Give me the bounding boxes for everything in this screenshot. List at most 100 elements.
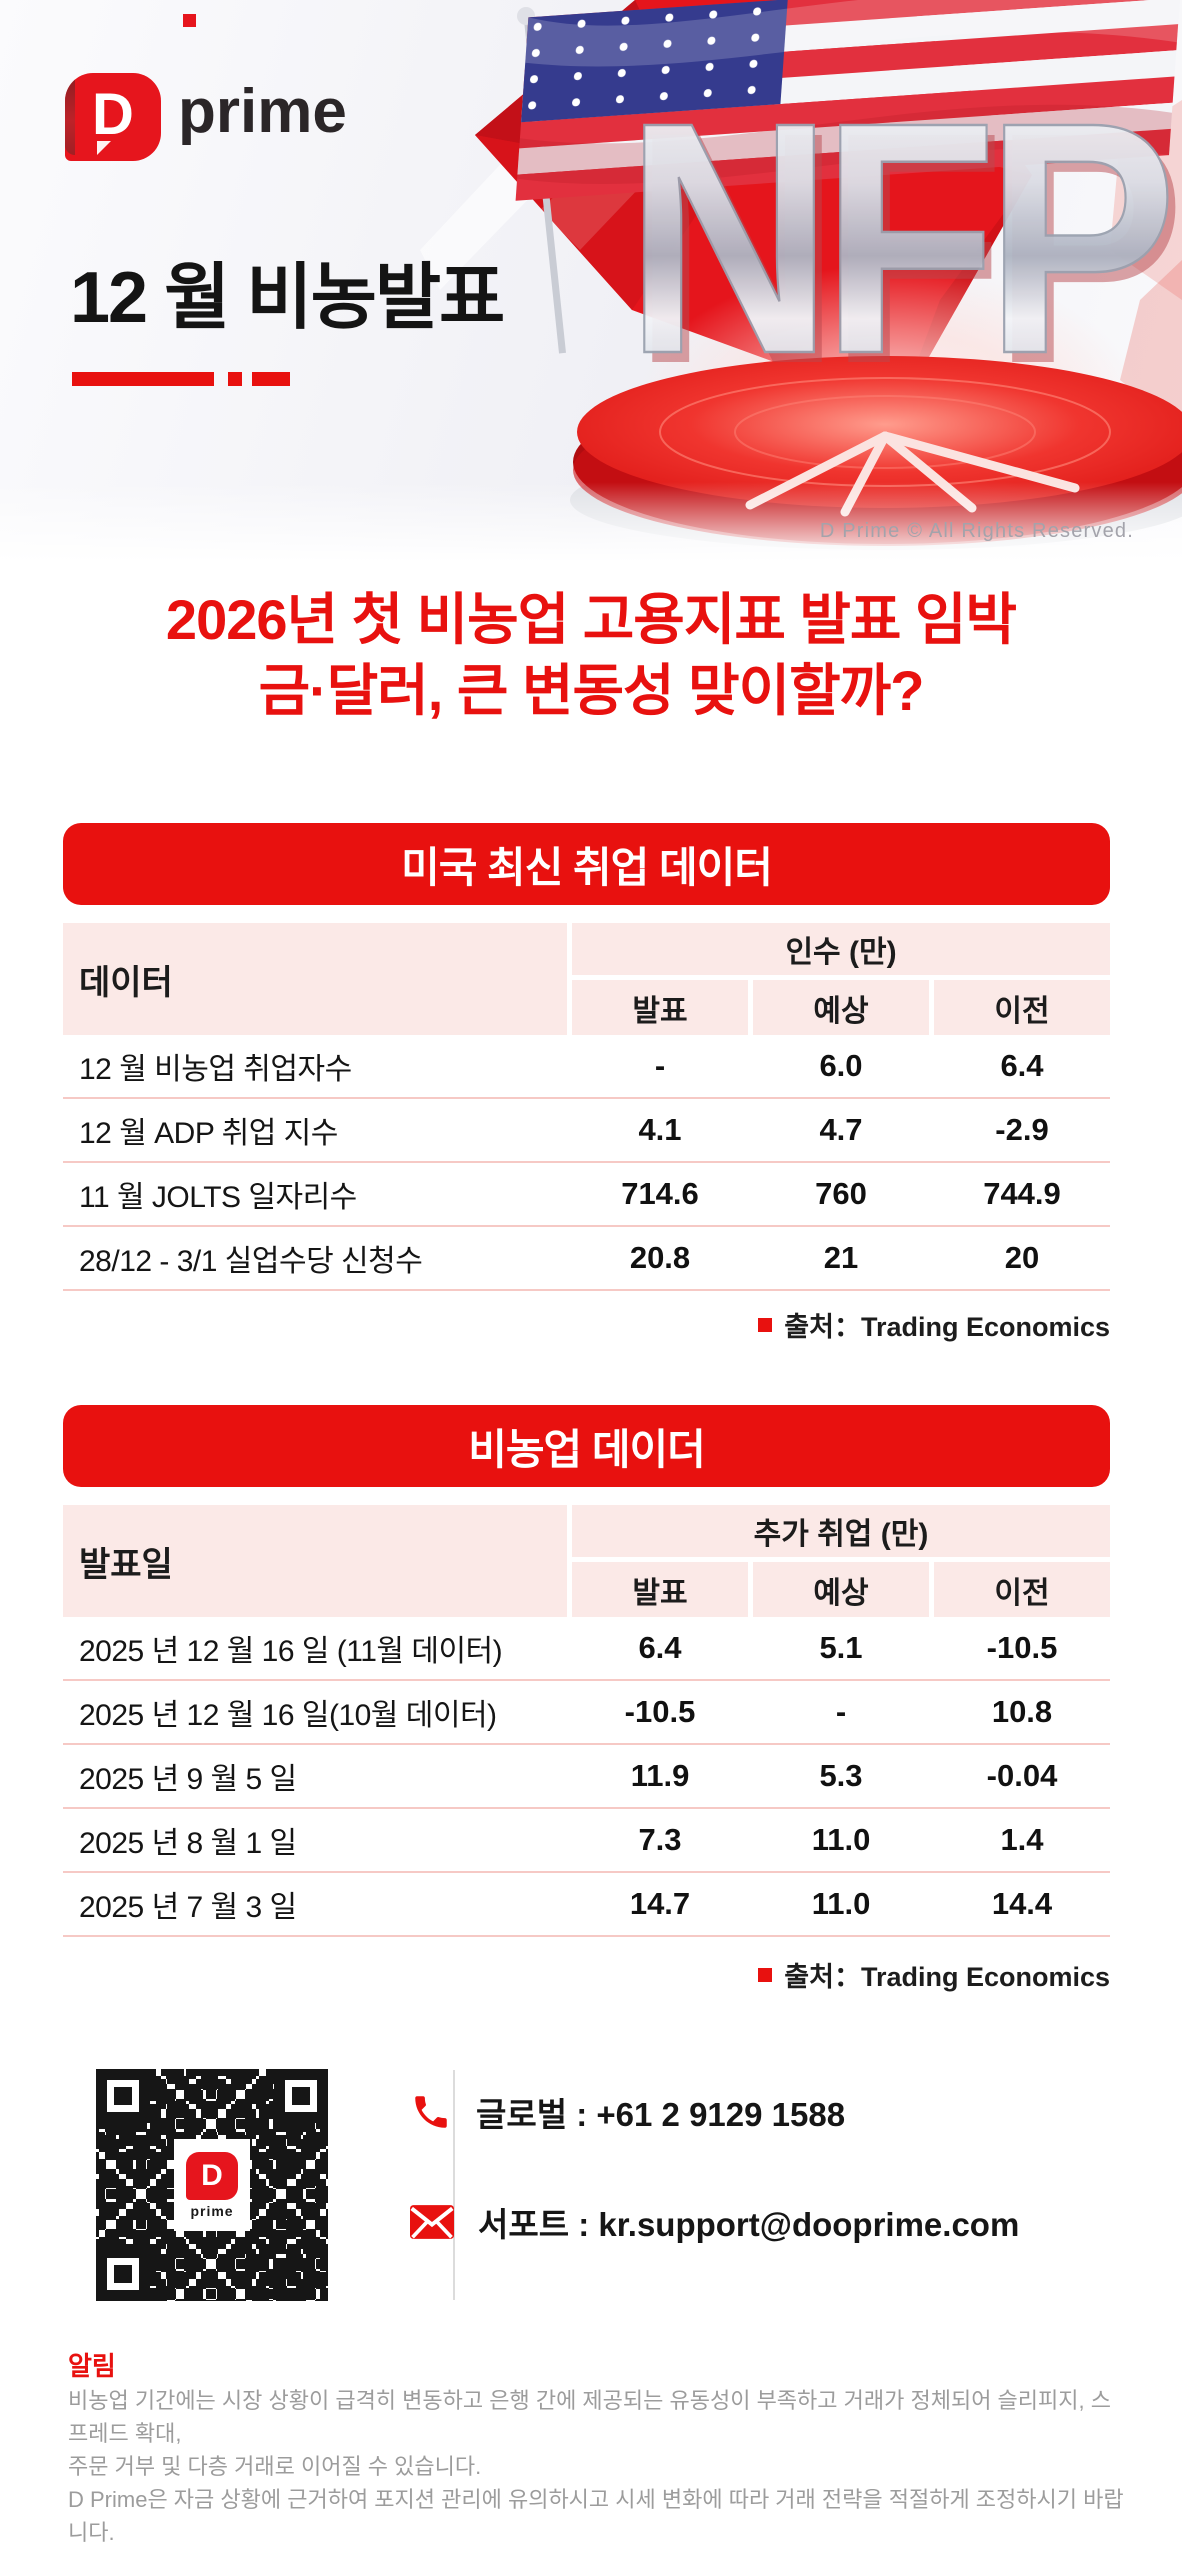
- nfp-text-shadow: NFP: [633, 63, 1178, 432]
- title-underline: [72, 372, 290, 386]
- phone-icon: [410, 2091, 452, 2133]
- qr-code: D prime: [92, 2065, 332, 2305]
- row-label: 12 월 ADP 취업 지수: [79, 1117, 338, 1150]
- table1-header: 데이터 인수 (만) 발표 예상 이전: [63, 923, 1110, 1035]
- cell-value: -10.5: [986, 1630, 1058, 1665]
- cell-value: 6.0: [819, 1048, 863, 1083]
- us-flag: [515, 0, 1182, 201]
- table2-col-forecast: 예상: [753, 1562, 929, 1617]
- cell-value: 4.7: [819, 1112, 863, 1147]
- cell-value: 7.3: [638, 1822, 682, 1857]
- hero-header: NFP NFP D Prime © All Rights Reserved.: [0, 0, 1182, 562]
- row-label: 2025 년 12 월 16 일(10월 데이터): [79, 1699, 497, 1732]
- cell-value: 714.6: [621, 1176, 699, 1211]
- cell-value: -10.5: [624, 1694, 696, 1729]
- phone-contact[interactable]: 글로벌 : +61 2 9129 1588: [410, 2088, 845, 2136]
- row-label: 11 월 JOLTS 일자리수: [79, 1181, 357, 1214]
- table-row: 2025 년 12 월 16 일(10월 데이터) -10.5 - 10.8: [63, 1681, 1110, 1745]
- phone-number[interactable]: 글로벌 : +61 2 9129 1588: [476, 2096, 846, 2133]
- cell-value: 11.0: [811, 1886, 871, 1921]
- cell-value: -2.9: [995, 1112, 1049, 1147]
- cell-value: 5.1: [819, 1630, 863, 1665]
- source-text: 출처：Trading Economics: [784, 1962, 1110, 1992]
- notice-line: D Prime은 자금 상황에 근거하여 포지션 관리에 유의하시고 시세 변화…: [68, 2487, 1124, 2545]
- source-text: 출처：Trading Economics: [784, 1312, 1110, 1342]
- notice-title: 알림: [68, 2351, 116, 2381]
- headline-line2: 금·달러, 큰 변동성 맞이할까?: [258, 659, 925, 722]
- dprime-logo: D prime: [65, 73, 347, 161]
- cell-value: -: [654, 1048, 666, 1083]
- table1-col-released: 발표: [572, 980, 748, 1035]
- underline-bar: [252, 372, 290, 386]
- table-row: 28/12 - 3/1 실업수당 신청수 20.8 21 20: [63, 1227, 1110, 1291]
- section-title-us-employment: 미국 최신 취업 데이터: [63, 823, 1110, 905]
- source-bullet-icon: [758, 1967, 773, 1982]
- logo-wordmark: prime: [178, 77, 347, 146]
- nfp-text: NFP: [625, 53, 1170, 422]
- row-label: 2025 년 12 월 16 일 (11월 데이터): [79, 1635, 503, 1668]
- notice-line: 주문 거부 및 다층 거래로 이어질 수 있습니다.: [68, 2454, 482, 2479]
- row-label: 28/12 - 3/1 실업수당 신청수: [79, 1245, 423, 1278]
- qr-logo-text: prime: [190, 2202, 234, 2219]
- cell-value: 4.1: [638, 1112, 682, 1147]
- cell-value: 6.4: [638, 1630, 682, 1665]
- notice-line: 비농업 기간에는 시장 상황이 급격히 변동하고 은행 간에 제공되는 유동성이…: [68, 2388, 1111, 2446]
- row-label: 2025 년 8 월 1 일: [79, 1827, 297, 1860]
- source-note: 출처：Trading Economics: [758, 1305, 1110, 1344]
- cell-value: 10.8: [991, 1694, 1053, 1729]
- cell-value: 5.3: [819, 1758, 863, 1793]
- source-note: 출처：Trading Economics: [758, 1955, 1110, 1994]
- table2-header: 발표일 추가 취업 (만) 발표 예상 이전: [63, 1505, 1110, 1617]
- qr-finder-icon: [96, 2247, 150, 2301]
- headline-line1: 2026년 첫 비농업 고용지표 발표 임박: [165, 588, 1017, 651]
- copyright-text: D Prime © All Rights Reserved.: [819, 520, 1134, 542]
- red-headline: 2026년 첫 비농업 고용지표 발표 임박 금·달러, 큰 변동성 맞이할까?: [0, 584, 1182, 726]
- underline-square: [228, 372, 242, 386]
- table1-group-header: 인수 (만): [572, 923, 1110, 975]
- qr-finder-icon: [274, 2069, 328, 2123]
- qr-finder-icon: [96, 2069, 150, 2123]
- section-title-nfp-data: 비농업 데이더: [63, 1405, 1110, 1487]
- table2-row-header: 발표일: [63, 1505, 567, 1617]
- email-contact[interactable]: 서포트 : kr.support@dooprime.com: [410, 2198, 1019, 2246]
- cell-value: 6.4: [1000, 1048, 1044, 1083]
- row-label: 2025 년 9 월 5 일: [79, 1763, 297, 1796]
- notice-body: 비농업 기간에는 시장 상황이 급격히 변동하고 은행 간에 제공되는 유동성이…: [68, 2384, 1128, 2549]
- table2-group-header: 추가 취업 (만): [572, 1505, 1110, 1557]
- cell-value: -0.04: [986, 1758, 1058, 1793]
- cell-value: 14.7: [629, 1886, 691, 1921]
- logo-d-letter: D: [92, 82, 134, 147]
- cell-value: 11.9: [630, 1758, 690, 1793]
- email-address[interactable]: 서포트 : kr.support@dooprime.com: [478, 2206, 1020, 2243]
- table-row: 2025 년 12 월 16 일 (11월 데이터) 6.4 5.1 -10.5: [63, 1617, 1110, 1681]
- table-row: 2025 년 7 월 3 일 14.7 11.0 14.4: [63, 1873, 1110, 1937]
- table2-col-previous: 이전: [934, 1562, 1110, 1617]
- table2-col-released: 발표: [572, 1562, 748, 1617]
- cell-value: -: [835, 1694, 847, 1729]
- cell-value: 20.8: [629, 1240, 691, 1275]
- table-row: 11 월 JOLTS 일자리수 714.6 760 744.9: [63, 1163, 1110, 1227]
- table1-body: 12 월 비농업 취업자수 - 6.0 6.4 12 월 ADP 취업 지수 4…: [63, 1035, 1110, 1291]
- row-label: 12 월 비농업 취업자수: [79, 1053, 352, 1086]
- nfp-3d-letters: NFP NFP: [624, 52, 1182, 432]
- table-row: 12 월 비농업 취업자수 - 6.0 6.4: [63, 1035, 1110, 1099]
- table-row: 2025 년 9 월 5 일 11.9 5.3 -0.04: [63, 1745, 1110, 1809]
- dprime-logo-mark: D: [65, 73, 161, 161]
- table1-row-header: 데이터: [63, 923, 567, 1035]
- page-title: 12 월 비농발표: [70, 258, 505, 338]
- qr-logo-d: D: [186, 2151, 238, 2200]
- table2-body: 2025 년 12 월 16 일 (11월 데이터) 6.4 5.1 -10.5…: [63, 1617, 1110, 1937]
- row-label: 2025 년 7 월 3 일: [79, 1891, 297, 1924]
- cell-value: 744.9: [983, 1176, 1061, 1211]
- cell-value: 14.4: [991, 1886, 1053, 1921]
- qr-center-logo: D prime: [174, 2139, 250, 2231]
- table1-col-forecast: 예상: [753, 980, 929, 1035]
- cell-value: 20: [1004, 1240, 1040, 1275]
- table1-col-previous: 이전: [934, 980, 1110, 1035]
- contact-divider: [453, 2070, 455, 2300]
- cell-value: 760: [815, 1176, 867, 1211]
- envelope-icon: [410, 2203, 454, 2241]
- table-row: 12 월 ADP 취업 지수 4.1 4.7 -2.9: [63, 1099, 1110, 1163]
- source-bullet-icon: [758, 1317, 773, 1332]
